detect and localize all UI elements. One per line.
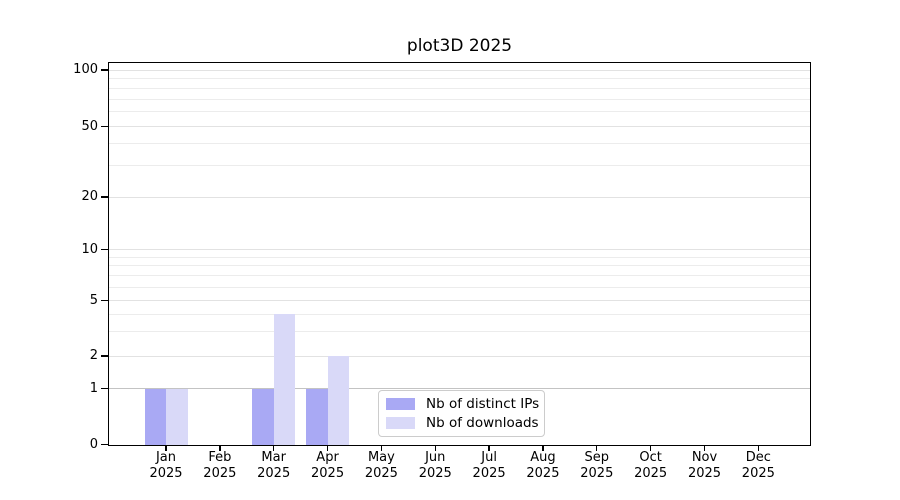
y-axis-tick [101,355,108,357]
y-axis-label: 20 [81,189,98,204]
gridline-minor [109,256,810,258]
gridline-minor [109,330,810,332]
gridline-minor [109,78,810,80]
x-axis-tick [488,446,490,451]
x-axis-label: Oct 2025 [634,450,668,481]
legend-label-distinct-ips: Nb of distinct IPs [426,396,540,412]
chart-title: plot3D 2025 [406,36,513,56]
bar-distinct-ips-mar-2025 [252,388,274,445]
gridline-minor [109,165,810,167]
x-axis-tick [219,446,221,451]
legend-label-downloads: Nb of downloads [426,415,539,431]
y-axis-tick [101,248,108,251]
plot-area [108,62,811,446]
y-axis-tick [101,299,108,302]
gridline-minor [109,98,810,100]
x-axis-tick [273,446,275,451]
legend-swatch-downloads [386,417,415,429]
x-axis-label: Mar 2025 [257,450,291,481]
x-axis-label: Jul 2025 [472,450,506,481]
gridline-major [109,196,810,198]
y-axis-label: 10 [81,241,98,257]
legend-item-distinct-ips: Nb of distinct IPs [379,396,544,412]
gridline-minor [109,111,810,113]
y-axis-tick [101,443,108,446]
x-axis-label: Jun 2025 [418,450,452,481]
gridline-major [109,126,810,127]
x-axis-label: Nov 2025 [687,450,722,481]
y-axis-label: 0 [89,436,98,452]
y-axis-label: 100 [73,62,98,77]
gridline-minor [109,87,810,89]
gridline-minor [109,286,810,288]
x-axis-tick [649,446,652,451]
y-axis-tick [101,69,108,71]
x-axis-label: Dec 2025 [741,450,775,481]
x-axis-tick [165,446,167,451]
y-axis-label: 2 [89,348,98,363]
gridline-major [109,355,810,357]
x-axis-tick [380,446,383,451]
x-axis-label: May 2025 [364,450,398,481]
bar-downloads-jan-2025 [166,388,188,445]
gridline-major [109,249,810,250]
y-axis-label: 5 [89,292,98,308]
bar-downloads-mar-2025 [273,314,296,445]
y-axis-tick [101,387,108,390]
legend-item-downloads: Nb of downloads [379,415,544,431]
x-axis-tick [326,446,329,451]
gridline-minor [109,275,810,277]
gridline-major [109,69,810,71]
legend-swatch-distinct-ips [386,398,415,410]
bar-downloads-apr-2025 [327,356,350,445]
gridline-major [109,300,810,301]
x-axis-label: Jan 2025 [149,450,183,481]
gridline-minor [109,265,810,267]
y-axis-tick [101,125,108,128]
x-axis-tick [434,446,436,451]
y-axis-tick [101,196,108,198]
bar-distinct-ips-jan-2025 [144,388,166,445]
gridline-minor [109,143,810,145]
bar-distinct-ips-apr-2025 [306,388,328,445]
x-axis-label: Sep 2025 [580,450,614,481]
x-axis-label: Aug 2025 [526,450,560,481]
x-axis-tick [757,446,760,451]
gridline-minor [109,313,810,315]
legend: Nb of distinct IPs Nb of downloads [378,390,545,437]
y-axis-label: 50 [81,118,98,134]
x-axis-label: Feb 2025 [203,450,237,481]
y-axis-label: 1 [89,380,98,396]
x-axis-tick [542,446,544,451]
x-axis-tick [703,446,706,451]
x-axis-label: Apr 2025 [311,450,345,481]
x-axis-tick [596,446,598,451]
gridline-major [109,388,810,389]
